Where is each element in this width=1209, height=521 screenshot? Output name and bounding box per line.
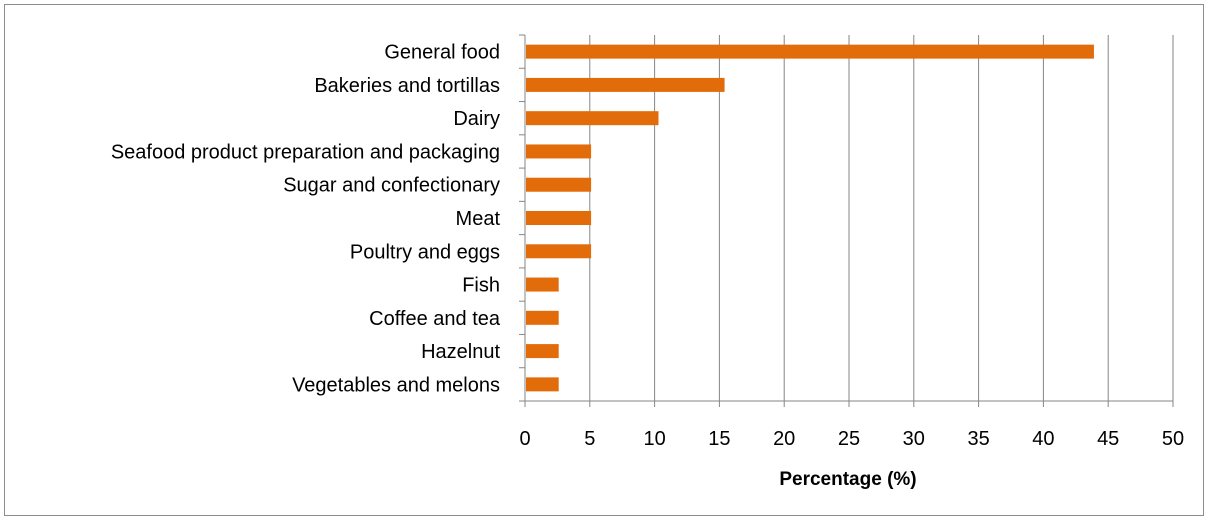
x-tick-label: 50: [1162, 428, 1184, 450]
category-label: General food: [384, 42, 500, 64]
x-tick-label: 10: [643, 428, 665, 450]
axes: [519, 34, 1174, 407]
bar: [526, 244, 592, 259]
x-tick-label: 0: [519, 428, 530, 450]
category-label: Vegetables and melons: [292, 374, 500, 396]
x-tick-label: 5: [584, 428, 595, 450]
x-tick-label: 45: [1097, 428, 1119, 450]
bar: [526, 277, 559, 292]
bar: [526, 211, 592, 225]
category-label: Seafood product preparation and packagin…: [111, 141, 500, 163]
bar: [526, 44, 1094, 59]
bar: [526, 111, 659, 126]
bar: [526, 77, 725, 92]
x-tick-label: 30: [903, 428, 925, 450]
bars: [526, 44, 1094, 392]
category-label: Sugar and confectionary: [283, 175, 500, 197]
category-labels: General food Bakeries and tortillas Dairy S…: [111, 42, 501, 397]
category-label: Hazelnut: [421, 341, 500, 363]
category-label: Poultry and eggs: [350, 241, 500, 263]
bar: [526, 177, 592, 192]
category-label: Coffee and tea: [369, 308, 501, 330]
x-tick-label: 15: [708, 428, 730, 450]
category-label: Bakeries and tortillas: [314, 75, 500, 97]
tick-labels: 0 5 10 15 20 25 30 35 40 45 50: [519, 428, 1184, 450]
x-tick-label: 40: [1032, 428, 1054, 450]
bar: [526, 144, 592, 159]
x-tick-label: 20: [773, 428, 795, 450]
x-axis-title: Percentage (%): [779, 469, 916, 490]
gridlines: [589, 35, 1174, 401]
category-label: Fish: [462, 275, 500, 297]
category-label: Dairy: [453, 108, 500, 130]
bar: [526, 377, 559, 392]
x-tick-label: 35: [967, 428, 989, 450]
bar: [526, 310, 559, 325]
category-label: Meat: [456, 208, 501, 230]
bar: [526, 344, 559, 359]
x-tick-label: 25: [838, 428, 860, 450]
